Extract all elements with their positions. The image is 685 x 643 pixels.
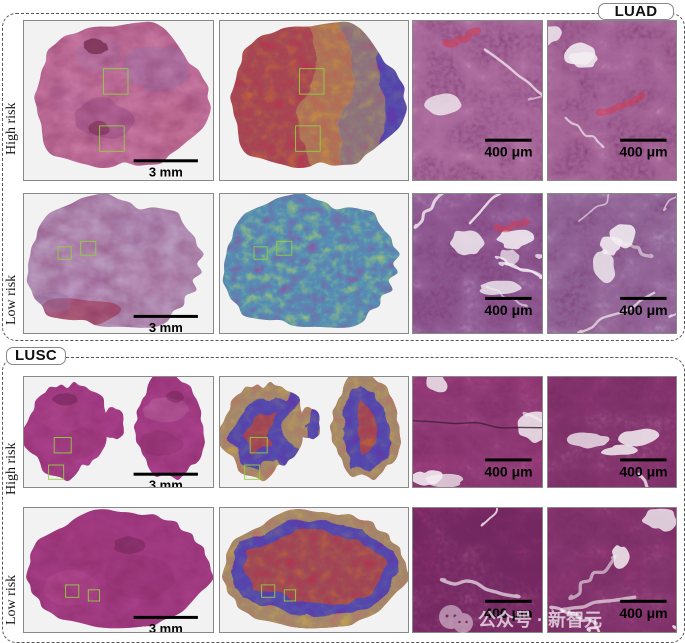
svg-text:400 μm: 400 μm [484,605,532,621]
svg-text:400 μm: 400 μm [619,463,667,479]
svg-text:3 mm: 3 mm [149,320,183,333]
svg-text:400 μm: 400 μm [619,302,667,318]
svg-text:3 mm: 3 mm [149,164,183,179]
svg-text:400 μm: 400 μm [484,463,532,479]
svg-text:3 mm: 3 mm [149,478,183,487]
svg-text:400 μm: 400 μm [484,144,532,160]
svg-text:400 μm: 400 μm [619,605,667,621]
svg-text:400 μm: 400 μm [619,144,667,160]
svg-text:3 mm: 3 mm [149,621,183,632]
svg-text:400 μm: 400 μm [484,302,532,318]
